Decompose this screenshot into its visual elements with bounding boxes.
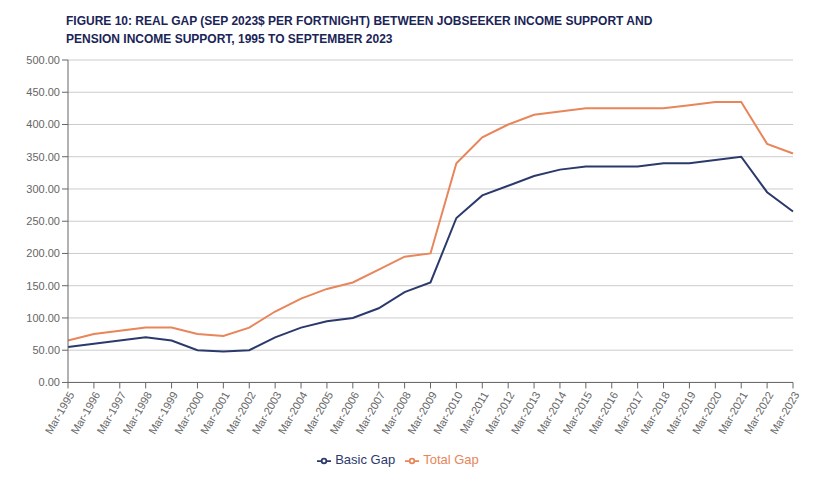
svg-text:250.00: 250.00 xyxy=(26,215,60,227)
svg-text:100.00: 100.00 xyxy=(26,312,60,324)
svg-text:Mar-2004: Mar-2004 xyxy=(275,389,310,437)
svg-text:50.00: 50.00 xyxy=(32,344,60,356)
svg-text:Mar-2014: Mar-2014 xyxy=(534,389,569,437)
svg-text:200.00: 200.00 xyxy=(26,247,60,259)
svg-text:Mar-2013: Mar-2013 xyxy=(508,389,543,437)
svg-text:Mar-2023: Mar-2023 xyxy=(768,389,802,436)
svg-text:500.00: 500.00 xyxy=(26,54,60,66)
html-text:Total Gap: Total Gap xyxy=(423,452,479,468)
svg-text:Mar-1997: Mar-1997 xyxy=(94,389,129,437)
svg-text:Mar-1999: Mar-1999 xyxy=(146,389,181,437)
svg-text:Mar-2011: Mar-2011 xyxy=(457,389,491,436)
svg-text:Mar-2008: Mar-2008 xyxy=(379,389,414,437)
svg-text:Mar-2009: Mar-2009 xyxy=(405,389,439,437)
svg-text:0.00: 0.00 xyxy=(39,376,60,388)
svg-text:Mar-1996: Mar-1996 xyxy=(68,389,103,437)
svg-text:Mar-2020: Mar-2020 xyxy=(689,389,724,437)
svg-text:Mar-2005: Mar-2005 xyxy=(301,389,336,437)
svg-text:Mar-2006: Mar-2006 xyxy=(327,389,362,437)
svg-text:Mar-2022: Mar-2022 xyxy=(741,389,776,437)
html-text:FIGURE 10: REAL GAP (SEP 2023$: FIGURE 10: REAL GAP (SEP 2023$ PER FORTN… xyxy=(66,14,653,28)
svg-text:Mar-2001: Mar-2001 xyxy=(197,389,232,437)
svg-text:350.00: 350.00 xyxy=(26,151,60,163)
svg-text:Mar-2003: Mar-2003 xyxy=(249,389,284,437)
html-text:Basic Gap: Basic Gap xyxy=(335,452,396,468)
html-text:PENSION INCOME SUPPORT, 1995 T: PENSION INCOME SUPPORT, 1995 TO SEPTEMBE… xyxy=(66,32,393,46)
svg-text:Mar-1998: Mar-1998 xyxy=(120,389,155,437)
svg-text:300.00: 300.00 xyxy=(26,183,60,195)
svg-text:Mar-2019: Mar-2019 xyxy=(664,389,698,437)
svg-text:150.00: 150.00 xyxy=(26,280,60,292)
svg-text:Mar-2000: Mar-2000 xyxy=(172,389,206,437)
svg-text:Mar-2010: Mar-2010 xyxy=(431,389,465,437)
svg-text:Mar-2016: Mar-2016 xyxy=(586,389,621,437)
svg-text:Mar-2012: Mar-2012 xyxy=(482,389,517,437)
svg-text:Mar-2007: Mar-2007 xyxy=(353,389,388,437)
svg-text:Mar-1995: Mar-1995 xyxy=(42,389,77,437)
svg-text:450.00: 450.00 xyxy=(26,86,60,98)
svg-text:Mar-2015: Mar-2015 xyxy=(560,389,595,437)
svg-text:Mar-2017: Mar-2017 xyxy=(612,389,647,437)
svg-text:Mar-2002: Mar-2002 xyxy=(223,389,258,437)
svg-text:400.00: 400.00 xyxy=(26,118,60,130)
svg-text:Mar-2021: Mar-2021 xyxy=(715,389,750,437)
svg-text:Mar-2018: Mar-2018 xyxy=(638,389,672,437)
